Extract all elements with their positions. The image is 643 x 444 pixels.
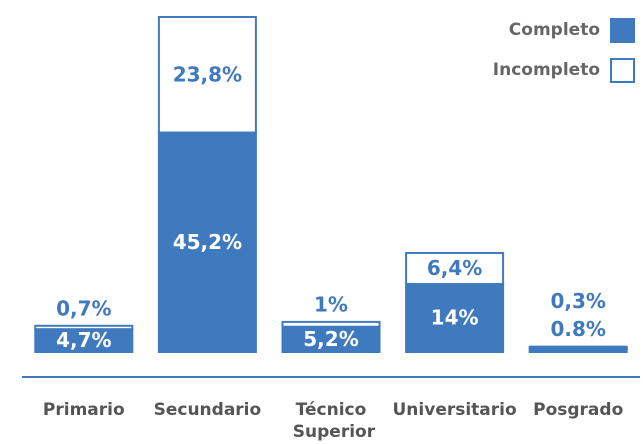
data-label: 14% — [431, 306, 479, 330]
bar-segment — [157, 16, 257, 134]
legend-label: Incompleto — [493, 60, 600, 80]
data-label: 1% — [314, 292, 348, 316]
data-label: 5,2% — [303, 327, 358, 351]
data-label: 0.8% — [550, 317, 605, 341]
legend-label: Completo — [509, 20, 600, 40]
bar-segment — [281, 320, 381, 328]
data-label: 23,8% — [173, 62, 242, 86]
bar-segment — [528, 345, 628, 350]
bar-segment — [34, 324, 134, 331]
data-label: 4,7% — [56, 328, 111, 352]
x-tick-label: Posgrado — [533, 400, 623, 420]
x-tick-label: Técnico Superior — [287, 400, 376, 442]
data-label: 0,3% — [550, 289, 605, 313]
bar-segment — [405, 251, 505, 286]
x-tick-label: Secundario — [154, 400, 262, 420]
legend-swatch — [610, 58, 635, 83]
x-tick-label: Universitario — [393, 400, 517, 420]
x-tick-label: Primario — [43, 400, 125, 420]
bar-segment — [157, 131, 257, 353]
data-label: 45,2% — [173, 230, 242, 254]
data-label: 0,7% — [56, 296, 111, 320]
bar-segment — [405, 283, 505, 354]
legend-swatch — [610, 18, 635, 43]
data-label: 6,4% — [427, 256, 482, 280]
